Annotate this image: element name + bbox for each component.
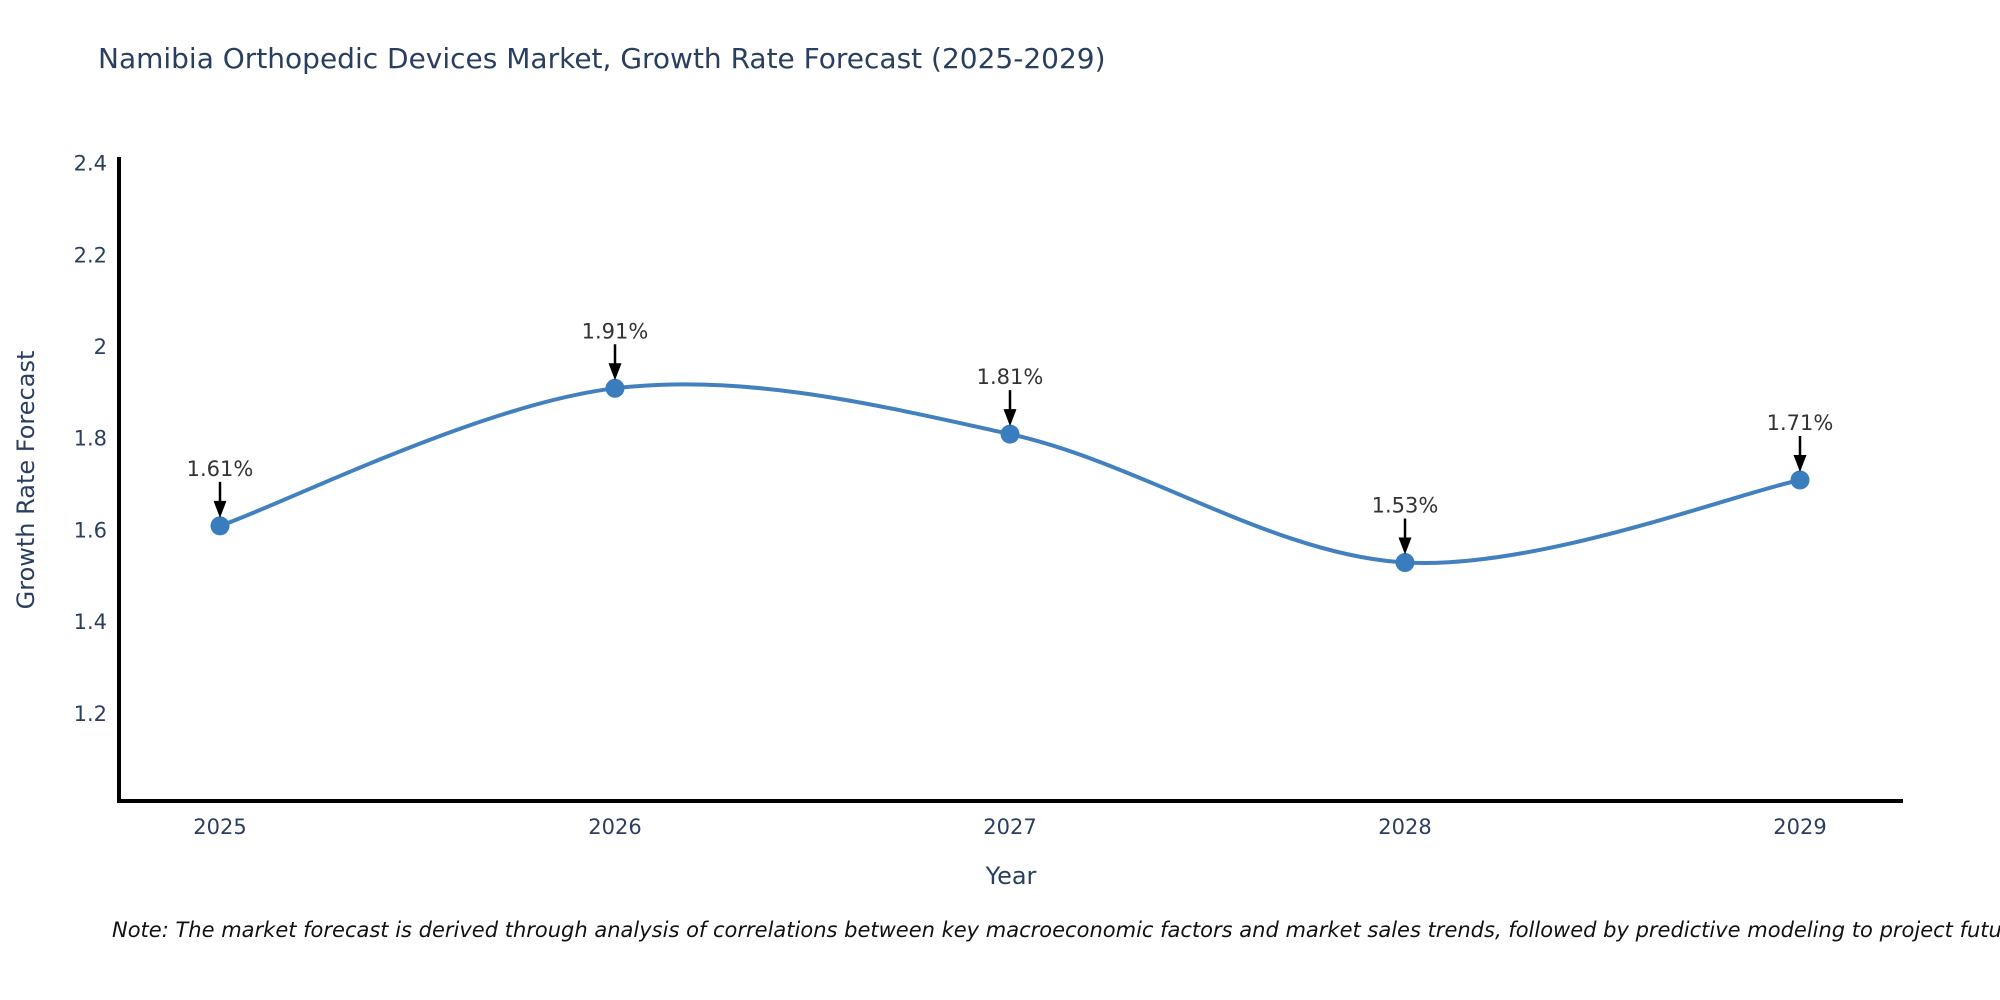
point-annotation-label: 1.53%	[1372, 494, 1439, 518]
y-axis-title: Growth Rate Forecast	[12, 351, 40, 610]
y-tick-label: 1.4	[74, 610, 107, 634]
data-point[interactable]	[1000, 424, 1020, 444]
y-tick-label: 2.4	[74, 152, 107, 176]
point-annotation-label: 1.91%	[582, 319, 649, 343]
annotation-arrowhead-icon	[608, 363, 622, 381]
point-annotation: 1.81%	[977, 365, 1044, 427]
data-point[interactable]	[210, 516, 230, 536]
point-annotation: 1.53%	[1372, 494, 1439, 555]
annotation-arrowhead-icon	[1398, 537, 1412, 555]
point-annotation: 1.71%	[1767, 411, 1834, 472]
data-point[interactable]	[1790, 470, 1810, 490]
x-tick-label: 2027	[983, 815, 1036, 839]
point-annotation: 1.91%	[582, 319, 649, 381]
x-tick-label: 2028	[1378, 815, 1431, 839]
y-tick-label: 2.2	[74, 243, 107, 267]
point-annotation: 1.61%	[187, 457, 254, 518]
chart-title: Namibia Orthopedic Devices Market, Growt…	[98, 42, 1106, 75]
point-annotation-label: 1.71%	[1767, 411, 1834, 435]
x-tick-label: 2026	[588, 815, 641, 839]
x-tick-label: 2025	[193, 815, 246, 839]
data-point[interactable]	[1395, 553, 1415, 573]
y-tick-label: 1.6	[74, 518, 107, 542]
annotation-arrowhead-icon	[1003, 409, 1017, 427]
point-annotation-label: 1.61%	[187, 457, 254, 481]
annotation-arrowhead-icon	[213, 500, 227, 518]
data-point[interactable]	[605, 378, 625, 398]
annotation-arrowhead-icon	[1793, 455, 1807, 472]
footnote: Note: The market forecast is derived thr…	[112, 918, 2000, 942]
point-annotation-label: 1.81%	[977, 365, 1044, 389]
y-tick-label: 1.8	[74, 427, 107, 451]
y-tick-label: 1.2	[74, 702, 107, 726]
x-tick-label: 2029	[1773, 815, 1826, 839]
y-tick-label: 2	[94, 335, 107, 359]
x-axis-title: Year	[985, 862, 1037, 890]
